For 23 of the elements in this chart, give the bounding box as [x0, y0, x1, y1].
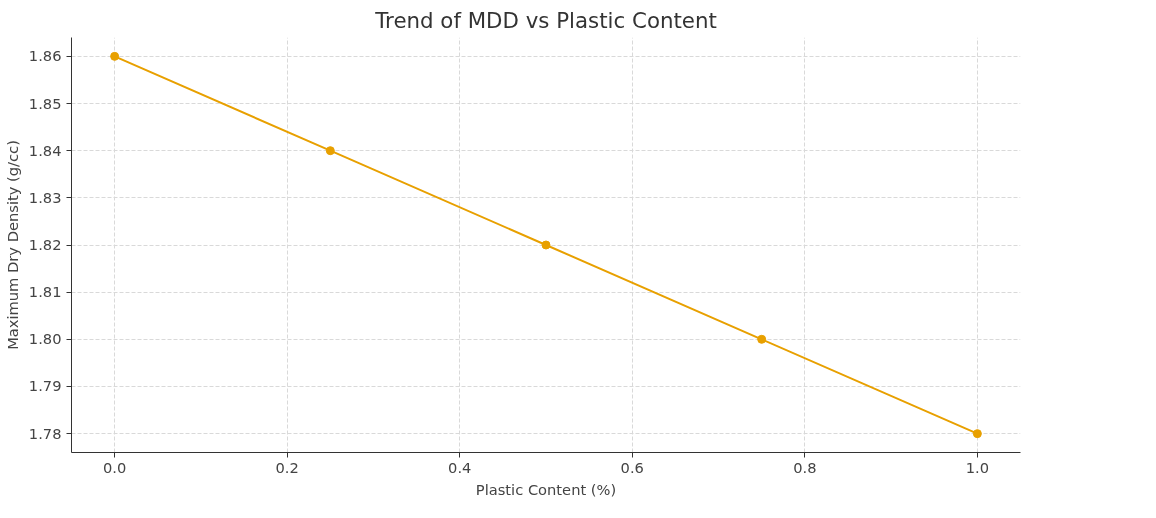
y-tick-label: 1.82 — [28, 236, 62, 253]
y-tick-label: 1.86 — [28, 47, 62, 65]
x-tick-label: 1.0 — [965, 458, 990, 476]
x-tick-label: 0.2 — [275, 458, 299, 476]
point — [325, 146, 335, 156]
x-axis-title: Plastic Content (%) — [475, 480, 617, 498]
y-tick-label: 1.79 — [28, 377, 62, 395]
y-tick-label: 1.85 — [28, 94, 62, 112]
point — [541, 240, 551, 250]
point — [757, 334, 767, 344]
x-tick-label: 0.6 — [620, 458, 644, 476]
y-tick-label: 1.78 — [28, 424, 62, 442]
y-tick-label: 1.80 — [28, 330, 62, 348]
x-tick-label: 0.4 — [448, 458, 472, 476]
y-tick-label: 1.83 — [28, 188, 62, 206]
x-tick-label: 0.0 — [102, 458, 127, 476]
y-tick-label: 1.81 — [28, 283, 62, 301]
point — [110, 51, 120, 61]
y-tick-label: 1.84 — [28, 141, 62, 159]
x-tick-label: 0.8 — [793, 458, 817, 476]
point — [972, 429, 982, 439]
chart-title: Trend of MDD vs Plastic Content — [374, 7, 717, 33]
y-axis-title: Maximum Dry Density (g/cc) — [3, 140, 21, 350]
